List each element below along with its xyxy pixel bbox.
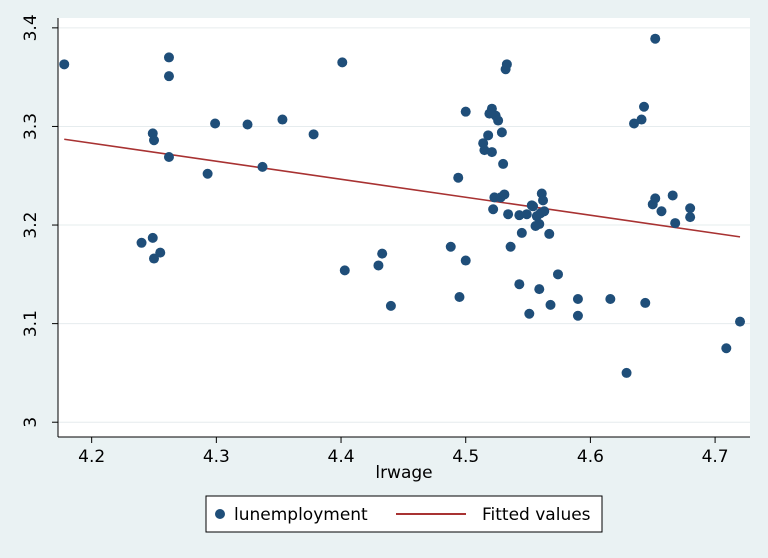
x-tick-label: 4.6 [577,447,604,467]
data-point [486,147,497,158]
data-point [572,293,583,304]
data-point [656,206,667,217]
data-point [667,190,678,201]
data-point [493,115,504,126]
data-point [640,297,651,308]
data-point [636,114,647,125]
fitted-values-line [64,138,741,238]
lunemployment-series [59,33,746,378]
data-point [499,189,510,200]
data-point [552,269,563,280]
data-point [483,130,494,141]
x-tick-label: 4.2 [78,447,105,467]
data-point [524,308,535,319]
data-point [308,129,319,140]
data-point [445,241,456,252]
data-point [685,212,696,223]
data-point [453,172,464,183]
x-tick-label: 4.5 [452,447,479,467]
y-tick-label: 3 [21,417,41,428]
data-point [460,255,471,266]
data-point [163,52,174,63]
data-point [650,193,661,204]
data-point [337,57,348,68]
data-point [454,292,465,303]
data-point [377,248,388,259]
data-point [460,106,471,117]
data-point [501,59,512,70]
data-point [257,161,268,172]
data-point [528,201,539,212]
data-point [242,119,253,130]
data-point [514,210,525,221]
data-point [163,152,174,163]
data-point [538,195,549,206]
data-point [373,260,384,271]
data-point [149,135,160,146]
data-point [149,253,160,264]
data-point [521,209,532,220]
data-point [496,127,507,138]
data-point [498,158,509,169]
y-tick-label: 3.4 [21,14,41,41]
data-point [479,145,490,156]
y-tick-label: 3.3 [21,113,41,140]
x-tick-label: 4.4 [328,447,355,467]
data-point [639,101,650,112]
data-point [534,284,545,295]
data-point [385,300,396,311]
data-point [735,316,746,327]
legend-label-lunemployment: lunemployment [234,505,368,525]
data-point [147,232,158,243]
data-point [629,118,640,129]
x-tick-label: 4.7 [702,447,729,467]
data-point [572,310,583,321]
data-point [210,118,221,129]
data-point [277,114,288,125]
data-point [202,168,213,179]
data-point [514,279,525,290]
plot-area [58,18,750,437]
tick-labels: 3 3.1 3.2 3.3 3.4 4.2 4.3 4.4 4.5 4.6 4.7 [21,14,729,467]
data-point [155,247,166,258]
legend-label-fitted-values: Fitted values [482,505,591,525]
data-point [605,293,616,304]
data-point [136,237,147,248]
fitted-values-series [64,138,741,238]
x-tick-label: 4.3 [203,447,230,467]
lunemployment-legend-marker [215,509,225,519]
data-point [670,218,681,229]
data-point [339,265,350,276]
legend: lunemployment Fitted values [205,495,603,533]
data-point [59,59,70,70]
x-axis-label: lrwage [375,463,432,483]
data-point [505,241,516,252]
data-point [488,204,499,215]
data-point [650,33,661,44]
data-point [721,343,732,354]
data-point [516,227,527,238]
y-tick-label: 3.2 [21,212,41,239]
data-point [621,367,632,378]
data-point [544,228,555,239]
y-tick-label: 3.1 [21,310,41,337]
data-point [685,203,696,214]
data-point [539,206,550,217]
data-point [503,209,514,220]
data-point [534,219,545,230]
data-point [545,299,556,310]
data-point [163,71,174,82]
axes [52,18,750,443]
